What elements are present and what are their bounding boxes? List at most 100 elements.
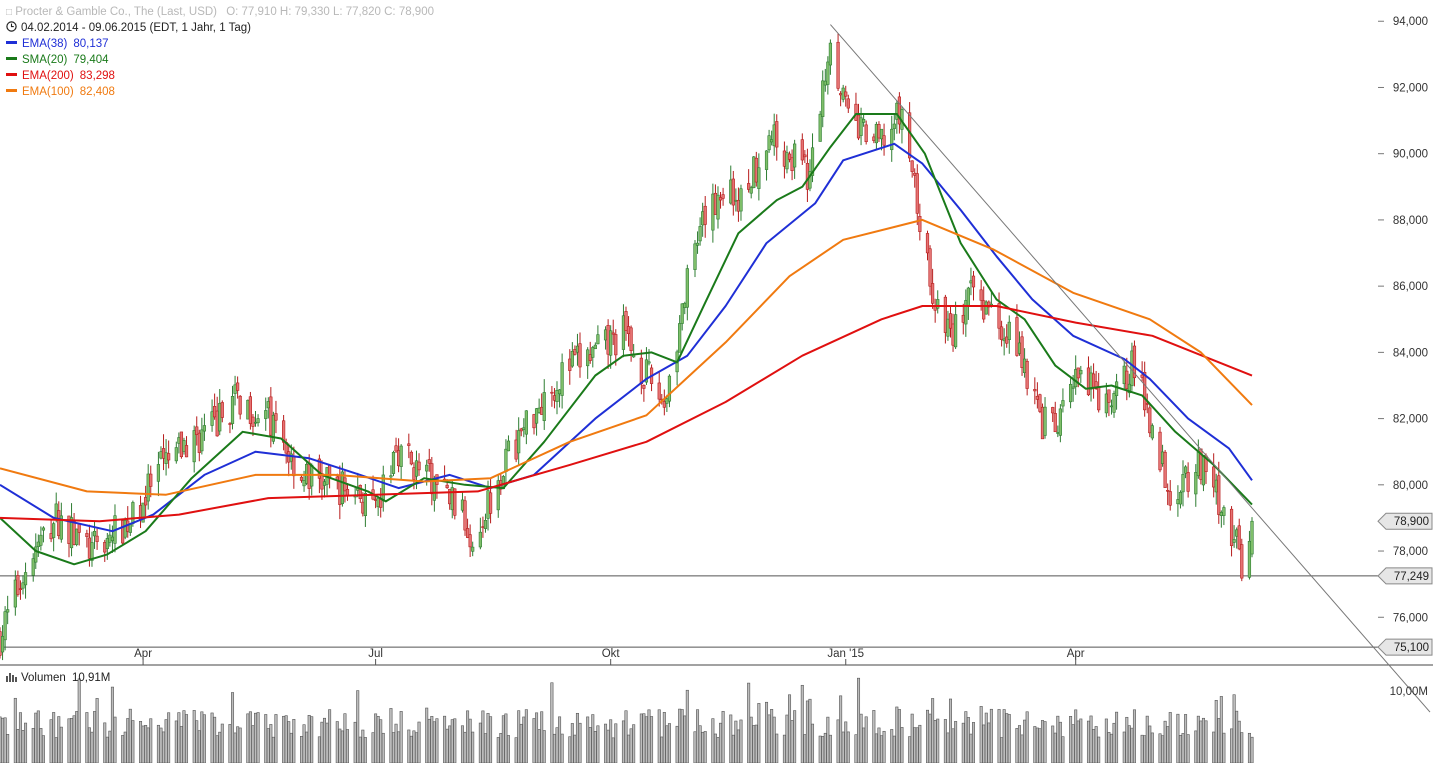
volume-bar xyxy=(1204,720,1208,763)
volume-bar xyxy=(667,723,671,763)
candle-body xyxy=(721,194,725,199)
volume-bar xyxy=(197,730,201,763)
candle xyxy=(31,553,35,582)
candle-body xyxy=(859,117,863,136)
candle xyxy=(1219,510,1223,528)
volume-bar xyxy=(1035,727,1039,763)
candle xyxy=(210,399,214,432)
candle-body xyxy=(141,502,145,523)
x-tick-label: Okt xyxy=(602,648,621,660)
volume-bar xyxy=(632,724,636,763)
candle-body xyxy=(236,382,240,391)
candle-body xyxy=(1061,400,1065,407)
volume-bar xyxy=(895,706,899,763)
volume-bar xyxy=(218,731,222,763)
candle-body xyxy=(767,135,771,151)
volume-bar xyxy=(731,734,735,763)
volume-bar xyxy=(1109,733,1113,763)
candle-body xyxy=(1140,374,1144,378)
volume-bar xyxy=(254,712,258,763)
volume-bar xyxy=(1240,732,1244,763)
candle-body xyxy=(468,534,472,548)
candle-body xyxy=(1130,350,1134,387)
candle-body xyxy=(146,473,150,502)
volume-bar xyxy=(575,712,579,763)
candle xyxy=(1074,355,1078,395)
candle xyxy=(910,160,914,178)
candle xyxy=(542,379,546,430)
candle-body xyxy=(1038,394,1042,412)
candle xyxy=(75,528,79,547)
candle xyxy=(872,133,876,144)
candle-body xyxy=(698,226,702,242)
candle xyxy=(266,397,270,419)
candle xyxy=(1148,403,1152,438)
candle-body xyxy=(1022,358,1027,374)
volume-bar xyxy=(320,721,324,763)
candle xyxy=(1038,393,1042,414)
volume-bar xyxy=(105,736,109,763)
candle xyxy=(202,413,207,441)
candle-body xyxy=(1097,386,1101,411)
candle-body xyxy=(228,423,232,425)
candle xyxy=(767,129,771,153)
candle-body xyxy=(665,398,669,404)
candle xyxy=(197,429,201,462)
volume-bar xyxy=(880,735,884,763)
volume-bar xyxy=(269,724,273,763)
candle-body xyxy=(749,187,753,194)
candle-body xyxy=(0,636,5,653)
volume-bar xyxy=(913,727,917,763)
candle xyxy=(1183,465,1188,479)
volume-bar xyxy=(578,722,582,763)
candle-body xyxy=(711,193,715,231)
candle xyxy=(517,417,521,466)
candle-body xyxy=(31,558,35,576)
candle-body xyxy=(800,139,804,161)
candle xyxy=(951,313,955,352)
candle-body xyxy=(253,421,258,424)
candle xyxy=(1158,426,1162,473)
candle xyxy=(1043,397,1047,439)
candle xyxy=(504,439,508,483)
volume-bar xyxy=(639,713,643,763)
candle-body xyxy=(220,402,224,418)
volume-bar xyxy=(317,736,321,763)
volume-bar xyxy=(486,713,490,763)
candle xyxy=(925,230,930,261)
candle xyxy=(409,450,413,466)
volume-bar xyxy=(36,710,40,763)
volume-bar xyxy=(57,716,61,763)
candle-body xyxy=(389,475,393,478)
candle-body xyxy=(790,157,794,172)
candle xyxy=(90,531,94,567)
volume-bar xyxy=(685,689,689,763)
candle xyxy=(703,196,707,238)
candle xyxy=(603,326,608,350)
candle xyxy=(1007,315,1011,354)
volume-bar xyxy=(141,725,145,763)
volume-bar xyxy=(1132,709,1136,763)
candle xyxy=(177,432,181,454)
candle-body xyxy=(16,575,20,595)
candle xyxy=(540,393,544,415)
candle xyxy=(1114,373,1119,410)
candle xyxy=(108,524,112,547)
candle xyxy=(253,411,258,427)
price-tag-label: 77,249 xyxy=(1394,571,1429,583)
volume-bar xyxy=(1186,734,1190,763)
candle xyxy=(593,342,597,350)
candle-body xyxy=(1214,479,1218,493)
candle-body xyxy=(1194,472,1198,495)
volume-bar xyxy=(3,717,7,763)
volume-bar xyxy=(328,709,332,763)
volume-bar xyxy=(568,736,572,763)
candle-body xyxy=(680,303,684,324)
candle xyxy=(793,139,797,179)
candle xyxy=(238,395,242,420)
legend-item-ema100: EMA(100) 82,408 xyxy=(6,84,115,100)
volume-bar xyxy=(75,711,79,763)
volume-bar xyxy=(624,710,628,763)
candle-body xyxy=(918,216,922,232)
volume-bar xyxy=(793,710,797,763)
